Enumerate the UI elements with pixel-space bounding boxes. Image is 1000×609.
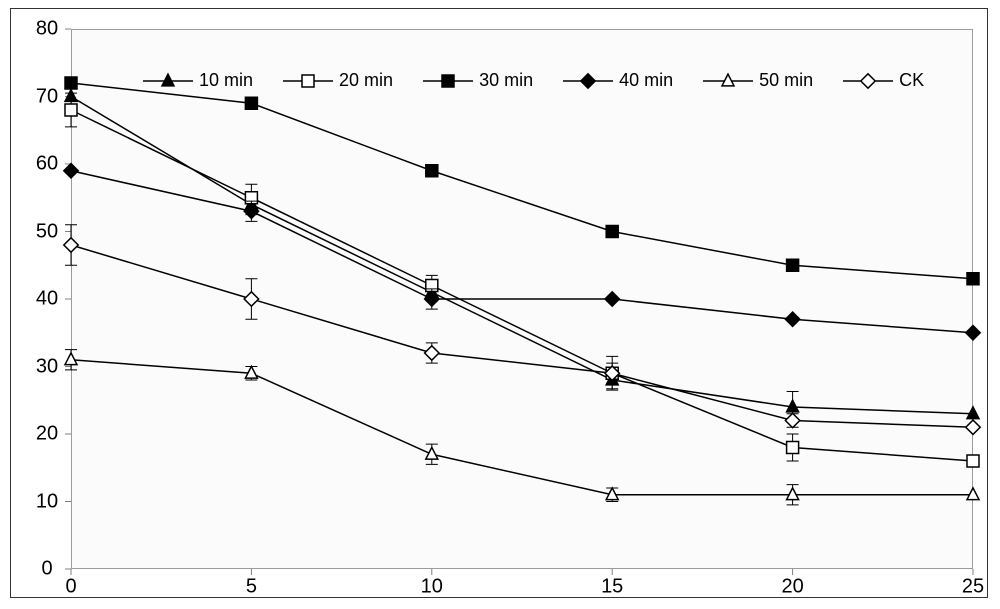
legend-label: 50 min [759,70,813,91]
y-tick-label: 80 [36,18,58,41]
legend-item: 50 min [703,70,813,91]
legend: 10 min 20 min 30 min 40 min 50 min CK [143,70,924,91]
legend-marker-icon [843,72,893,90]
x-tick-label: 0 [65,576,76,599]
legend-label: 10 min [199,70,253,91]
y-tick-label: 70 [36,85,58,108]
legend-item: 30 min [423,70,533,91]
legend-item: CK [843,70,924,91]
legend-label: 40 min [619,70,673,91]
x-tick-label: 5 [246,576,257,599]
legend-marker-icon [563,72,613,90]
chart-outer-frame: 10 min 20 min 30 min 40 min 50 min CK 0 5 10 15 2… [10,8,988,598]
legend-label: 30 min [479,70,533,91]
legend-label: CK [899,70,924,91]
legend-marker-icon [283,72,333,90]
y-tick-label: 60 [36,153,58,176]
x-tick-label: 25 [962,576,984,599]
legend-item: 20 min [283,70,393,91]
legend-marker-icon [143,72,193,90]
y-tick-label: 30 [36,355,58,378]
y-tick-label: 50 [36,220,58,243]
legend-item: 10 min [143,70,253,91]
chart-svg [11,9,989,599]
x-tick-label: 10 [421,576,443,599]
x-tick-label: 20 [781,576,803,599]
legend-marker-icon [423,72,473,90]
legend-label: 20 min [339,70,393,91]
y-tick-label: 0 [41,558,52,581]
y-tick-label: 20 [36,423,58,446]
x-tick-label: 15 [601,576,623,599]
legend-item: 40 min [563,70,673,91]
y-tick-label: 40 [36,288,58,311]
legend-marker-icon [703,72,753,90]
y-tick-label: 10 [36,490,58,513]
